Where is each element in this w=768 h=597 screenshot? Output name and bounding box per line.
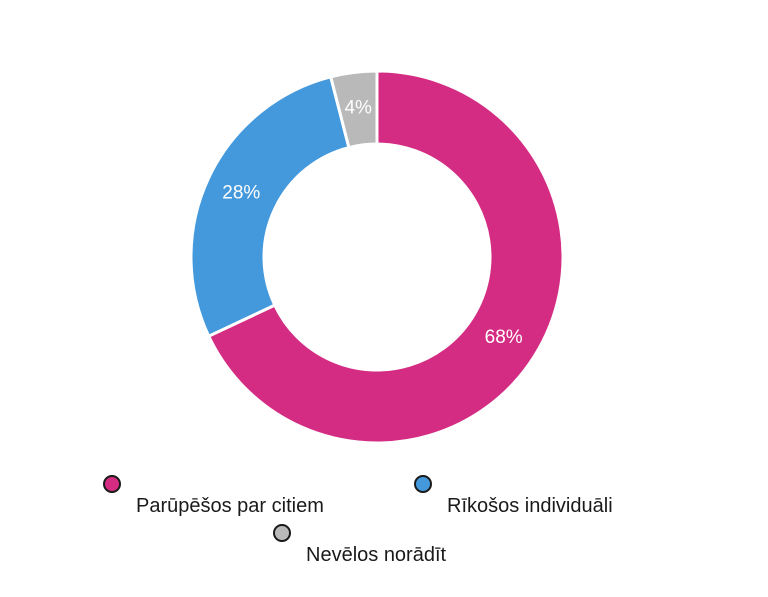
slice-value-label: 28% [222, 183, 260, 204]
legend-marker [273, 524, 291, 542]
legend-marker [414, 475, 432, 493]
slice-parupesos [207, 69, 565, 445]
legend-item-rikosos: Rīkošos individuāli [414, 475, 674, 517]
slice-value-label: 68% [485, 327, 523, 348]
donut-chart: 68% 28% 4% [189, 69, 565, 445]
slice-value-label: 4% [344, 98, 372, 119]
slice-rikosos [189, 75, 351, 338]
legend-item-parupesos: Parūpēšos par citiem [103, 475, 383, 517]
legend-label: Rīkošos individuāli [447, 495, 613, 517]
legend-label: Parūpēšos par citiem [136, 495, 324, 517]
legend-item-nevelos: Nevēlos norādīt [273, 524, 493, 566]
legend-label: Nevēlos norādīt [306, 544, 447, 566]
legend-marker [103, 475, 121, 493]
slice-nevelos [329, 69, 379, 150]
